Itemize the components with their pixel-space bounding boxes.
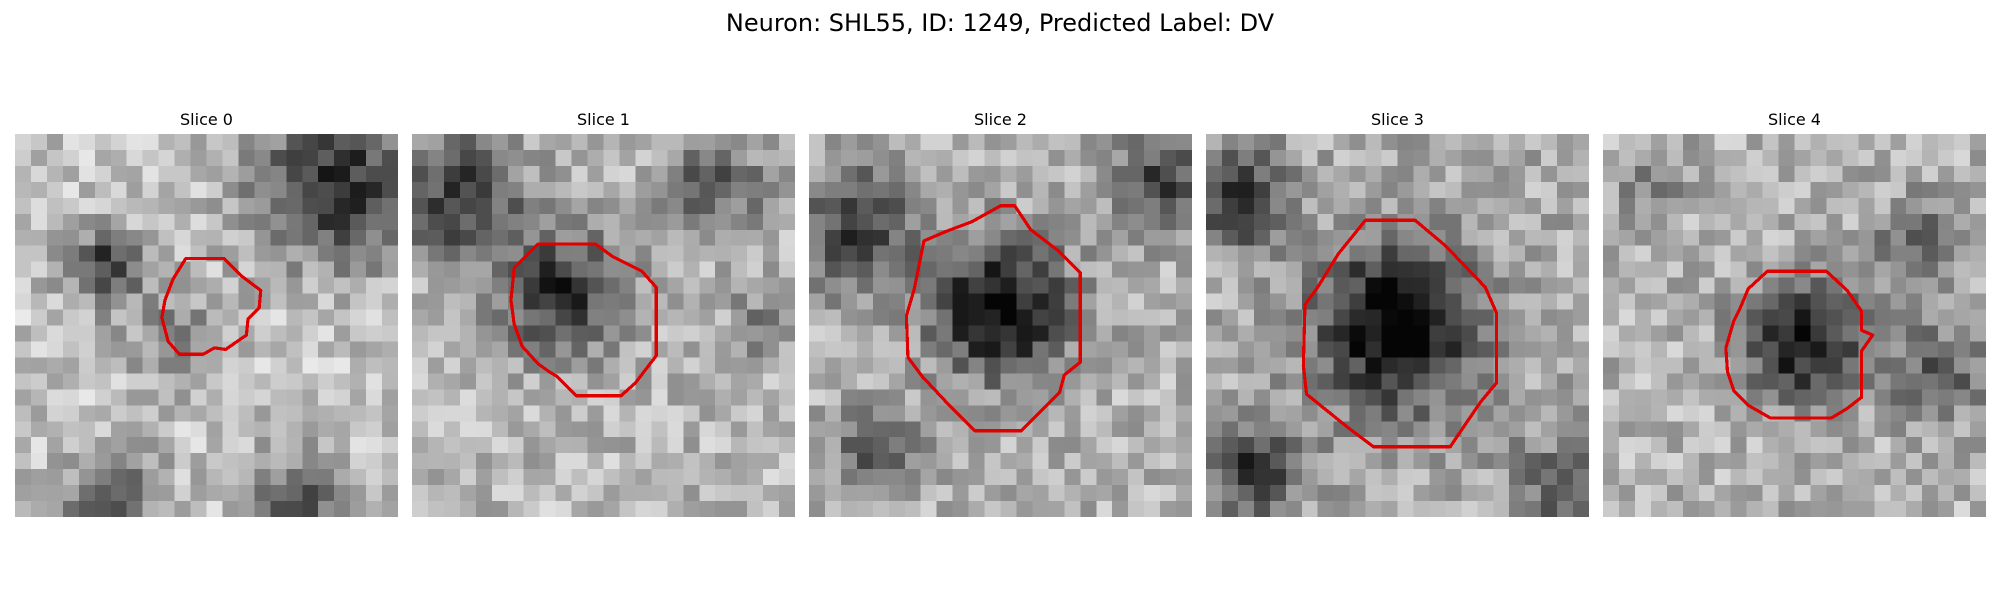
- slice-image: [1206, 134, 1589, 517]
- slice-title: Slice 1: [412, 108, 795, 132]
- slice-panel-0: Slice 0: [15, 108, 398, 517]
- slice-title: Slice 3: [1206, 108, 1589, 132]
- slice-panel-2: Slice 2: [809, 108, 1192, 517]
- slice-title: Slice 4: [1603, 108, 1986, 132]
- slice-panel-3: Slice 3: [1206, 108, 1589, 517]
- slice-panel-4: Slice 4: [1603, 108, 1986, 517]
- slice-panel-1: Slice 1: [412, 108, 795, 517]
- figure-title: Neuron: SHL55, ID: 1249, Predicted Label…: [0, 8, 2000, 38]
- slice-title: Slice 0: [15, 108, 398, 132]
- slice-image: [15, 134, 398, 517]
- slice-title: Slice 2: [809, 108, 1192, 132]
- slice-image: [809, 134, 1192, 517]
- slice-image: [412, 134, 795, 517]
- slice-image: [1603, 134, 1986, 517]
